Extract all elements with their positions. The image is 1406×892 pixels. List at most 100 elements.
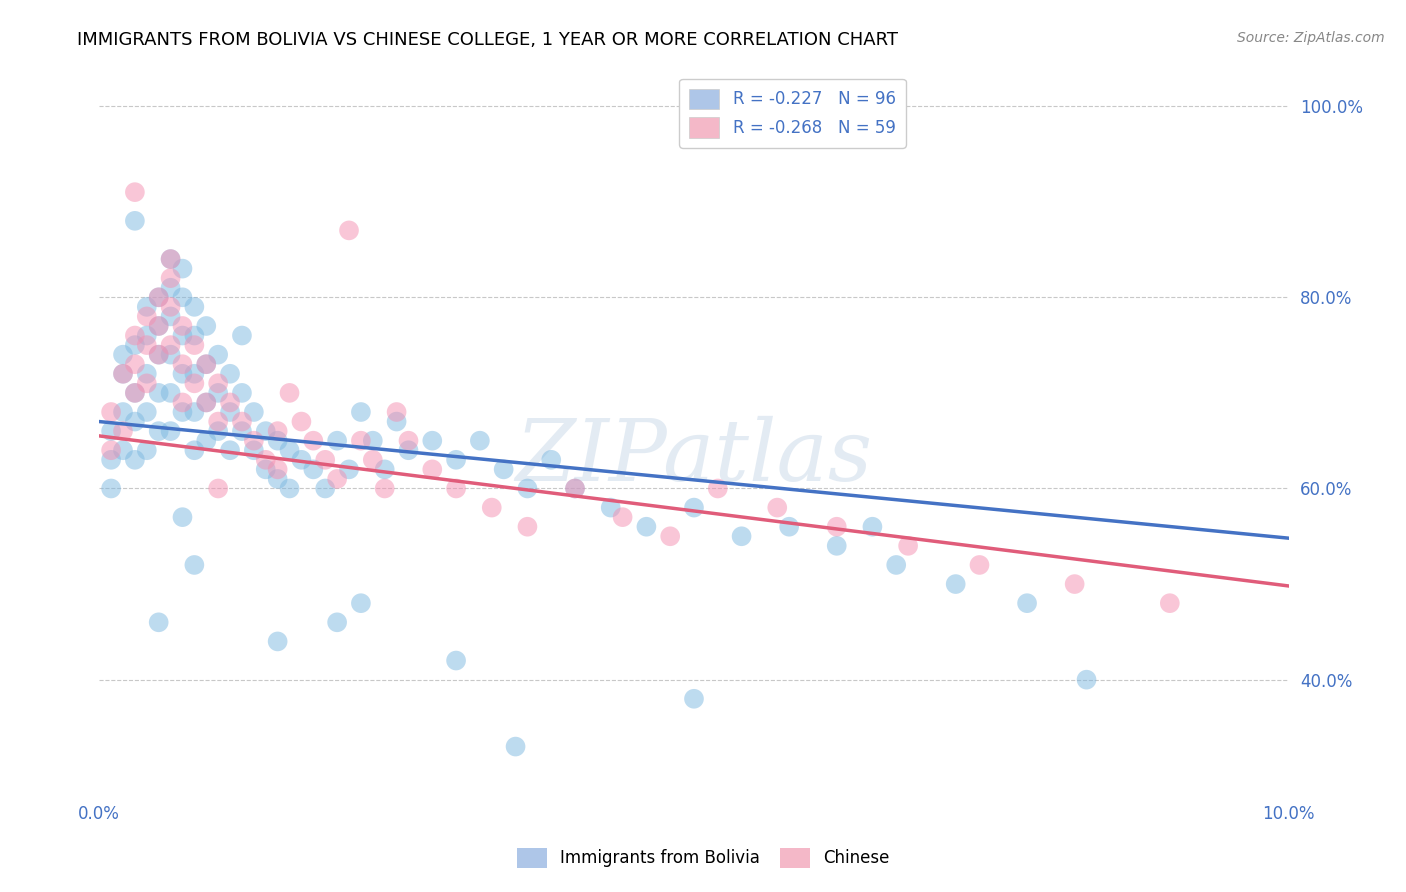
Point [207,385,229,400]
Point [707,482,730,496]
Point [516,482,538,496]
Point [398,434,420,448]
Point [183,338,205,352]
Point [207,415,229,429]
Point [420,462,443,476]
Point [183,443,205,458]
Point [219,395,242,409]
Point [183,405,205,419]
Point [172,328,194,343]
Point [124,328,146,343]
Point [659,529,682,543]
Point [314,452,336,467]
Point [111,424,134,438]
Point [195,434,218,448]
Point [172,367,194,381]
Point [231,415,253,429]
Point [444,654,467,668]
Legend: Immigrants from Bolivia, Chinese: Immigrants from Bolivia, Chinese [510,841,896,875]
Point [266,462,288,476]
Point [148,424,170,438]
Point [207,376,229,391]
Point [266,634,288,648]
Point [183,300,205,314]
Point [897,539,920,553]
Point [159,310,181,324]
Point [100,424,122,438]
Point [159,385,181,400]
Point [219,443,242,458]
Point [195,357,218,371]
Point [778,519,800,533]
Point [172,510,194,524]
Point [219,367,242,381]
Point [172,357,194,371]
Point [124,357,146,371]
Point [860,519,883,533]
Point [290,415,312,429]
Point [111,348,134,362]
Point [124,214,146,228]
Text: Source: ZipAtlas.com: Source: ZipAtlas.com [1237,31,1385,45]
Point [326,472,349,486]
Point [195,395,218,409]
Point [124,385,146,400]
Point [243,443,266,458]
Point [945,577,967,591]
Point [290,452,312,467]
Point [337,462,360,476]
Point [266,434,288,448]
Point [398,443,420,458]
Point [111,367,134,381]
Point [172,405,194,419]
Point [612,510,634,524]
Point [159,348,181,362]
Point [124,185,146,199]
Point [207,482,229,496]
Point [111,367,134,381]
Point [1076,673,1098,687]
Point [124,415,146,429]
Point [172,290,194,304]
Point [159,338,181,352]
Point [159,281,181,295]
Point [266,472,288,486]
Point [254,462,277,476]
Point [183,376,205,391]
Point [326,615,349,630]
Point [195,318,218,333]
Point [195,395,218,409]
Text: ZIPatlas: ZIPatlas [516,416,873,499]
Point [326,434,349,448]
Point [124,385,146,400]
Point [207,424,229,438]
Point [148,385,170,400]
Text: IMMIGRANTS FROM BOLIVIA VS CHINESE COLLEGE, 1 YEAR OR MORE CORRELATION CHART: IMMIGRANTS FROM BOLIVIA VS CHINESE COLLE… [77,31,898,49]
Point [148,290,170,304]
Point [730,529,752,543]
Point [159,300,181,314]
Point [302,462,325,476]
Point [374,482,396,496]
Point [254,452,277,467]
Point [135,443,157,458]
Point [481,500,503,515]
Point [540,452,562,467]
Point [468,434,491,448]
Point [231,424,253,438]
Point [444,482,467,496]
Point [159,271,181,285]
Legend: R = -0.227   N = 96, R = -0.268   N = 59: R = -0.227 N = 96, R = -0.268 N = 59 [679,78,905,147]
Point [302,434,325,448]
Point [159,252,181,266]
Point [564,482,586,496]
Point [219,405,242,419]
Point [100,482,122,496]
Point [183,558,205,572]
Point [243,405,266,419]
Point [100,443,122,458]
Point [100,452,122,467]
Point [683,691,706,706]
Point [1159,596,1181,610]
Point [172,261,194,276]
